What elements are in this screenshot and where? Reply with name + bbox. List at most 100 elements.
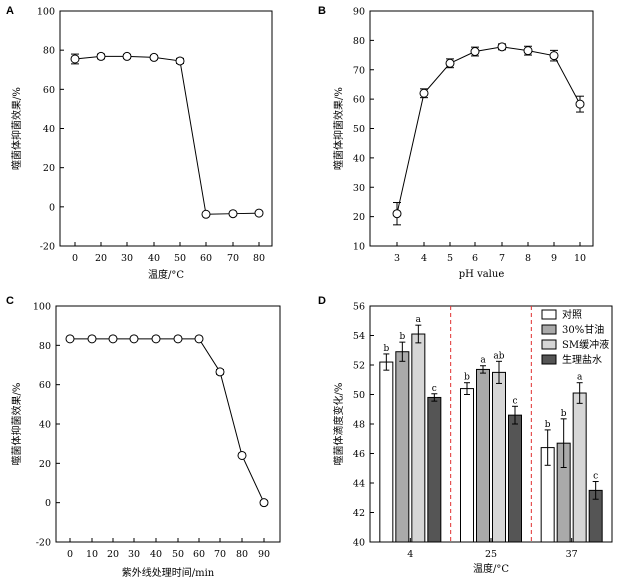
panel-c-data-point <box>65 334 75 344</box>
panel-a-ytick-label: 80 <box>43 46 55 57</box>
panel-d-significance-label: a <box>480 356 486 366</box>
panel-c-ytick-label: 60 <box>39 380 51 391</box>
panel-d-bar <box>379 361 394 543</box>
panel-d-bar <box>508 414 522 543</box>
panel-a-xtick-label: 20 <box>95 253 107 264</box>
panel-c-data-point <box>87 334 97 344</box>
panel-b-data-point <box>549 51 559 61</box>
panel-c-series-line <box>70 338 265 503</box>
panel-d-x-axis-label: 温度/°C <box>473 562 509 575</box>
panel-b-ytick-label: 70 <box>353 65 365 76</box>
panel-b-series-line <box>396 46 581 214</box>
panel-c-xtick-label: 60 <box>193 549 205 560</box>
panel-d-legend-label: 对照 <box>562 308 582 321</box>
panel-d-bar <box>411 333 426 543</box>
panel-d-xtick-label: 37 <box>566 549 578 560</box>
panel-b-ytick-label: 10 <box>353 242 365 253</box>
panel-d-bar <box>492 371 506 543</box>
panel-b-xtick-label: 4 <box>421 253 427 264</box>
panel-a-data-point <box>254 208 264 218</box>
panel-b-data-point <box>497 42 507 52</box>
panel-c-xtick-label: 80 <box>236 549 248 560</box>
panel-a-ytick-label: 100 <box>37 7 55 18</box>
panel-d-legend-swatch <box>541 309 557 320</box>
panel-b-ytick-label: 40 <box>353 153 365 164</box>
panel-d-legend-label: SM缓冲液 <box>562 338 609 351</box>
panel-c-ytick-label: 100 <box>33 302 51 313</box>
panel-d-ytick-label: 40 <box>353 538 365 549</box>
panel-b-chart: 10 20 30 40 50 60 70 80 90 3 4 5 6 7 8 9 10 噬菌体抑菌效果/% pH v… <box>332 7 594 280</box>
panel-b-data-point <box>392 209 402 219</box>
panel-d-bar <box>476 368 490 543</box>
panel-a-xtick-label: 80 <box>253 253 265 264</box>
panel-d-y-axis-label: 噬菌体滴度变化/% <box>332 383 345 466</box>
panel-d-bar <box>427 396 442 543</box>
panel-b-ytick-label: 30 <box>353 183 365 194</box>
panel-a-data-point <box>122 51 132 61</box>
panel-a-xtick-label: 50 <box>174 253 186 264</box>
panel-c-data-point <box>151 334 161 344</box>
panel-b-data-point <box>523 46 533 56</box>
panel-a-xtick-label: 70 <box>227 253 239 264</box>
panel-c-xtick-label: 10 <box>86 549 98 560</box>
panel-c-ytick-label: -20 <box>36 538 51 549</box>
panel-c-data-point <box>259 498 269 508</box>
panel-c-data-point <box>108 334 118 344</box>
panel-a-data-point <box>96 51 106 61</box>
panel-d-ytick-label: 56 <box>353 302 365 313</box>
panel-a-ytick-label: -20 <box>40 242 55 253</box>
panel-d-ytick-label: 52 <box>353 361 365 372</box>
panel-d-legend-swatch <box>541 354 557 365</box>
panel-c-x-axis-label: 紫外线处理时间/min <box>122 566 215 579</box>
panel-c-ytick-label: 0 <box>45 498 51 509</box>
panel-a-xtick-label: 60 <box>200 253 212 264</box>
panel-d-xtick-label: 25 <box>485 549 497 560</box>
panel-d-significance-label: b <box>545 420 551 430</box>
panel-a-ytick-label: 60 <box>43 85 55 96</box>
panel-letter-b: B <box>318 5 326 17</box>
panel-c-xtick-label: 50 <box>172 549 184 560</box>
panel-d-significance-label: ab <box>493 351 504 361</box>
panel-d-legend-label: 生理盐水 <box>562 353 602 366</box>
panel-d-significance-label: b <box>383 344 389 354</box>
panel-a-data-point <box>175 56 185 66</box>
panel-c-xtick-label: 0 <box>67 549 73 560</box>
panel-a-ytick-label: 0 <box>49 202 55 213</box>
panel-c-data-point <box>215 367 225 377</box>
panel-d-ytick-label: 50 <box>353 390 365 401</box>
panel-d-significance-label: a <box>416 315 422 325</box>
panel-c-y-axis-label: 噬菌体抑菌效果/% <box>10 383 23 466</box>
panel-b-xtick-label: 9 <box>551 253 557 264</box>
panel-b-ytick-label: 80 <box>353 36 365 47</box>
panel-a-frame <box>59 10 273 247</box>
panel-d-significance-label: c <box>432 384 437 394</box>
panel-b-data-point <box>419 88 429 98</box>
panel-b-xtick-label: 8 <box>525 253 531 264</box>
panel-d-ytick-label: 48 <box>353 420 365 431</box>
panel-a-y-axis-label: 噬菌体抑菌效果/% <box>10 87 23 170</box>
panel-d-ytick-label: 46 <box>353 449 365 460</box>
panel-d-significance-label: c <box>593 472 598 482</box>
panel-b-xtick-label: 6 <box>472 253 478 264</box>
panel-c-data-point <box>194 334 204 344</box>
panel-c-ytick-label: 80 <box>39 341 51 352</box>
panel-d-significance-label: b <box>464 373 470 383</box>
panel-letter-a: A <box>6 5 14 17</box>
panel-d-ytick-label: 44 <box>353 479 365 490</box>
panel-d-legend-label: 30%甘油 <box>562 323 604 336</box>
panel-a-data-point <box>201 209 211 219</box>
panel-c-xtick-label: 20 <box>107 549 119 560</box>
panel-b-data-point <box>445 58 455 68</box>
panel-d-significance-label: b <box>399 332 405 342</box>
panel-c-xtick-label: 70 <box>214 549 226 560</box>
panel-c-xtick-label: 40 <box>150 549 162 560</box>
panel-a-ytick-label: 40 <box>43 124 55 135</box>
panel-a-xtick-label: 0 <box>72 253 78 264</box>
panel-b-xtick-label: 10 <box>574 253 586 264</box>
panel-c-data-point <box>173 334 183 344</box>
panel-d-significance-label: b <box>561 409 567 419</box>
panel-c-xtick-label: 90 <box>258 549 270 560</box>
panel-c-ytick-label: 40 <box>39 420 51 431</box>
